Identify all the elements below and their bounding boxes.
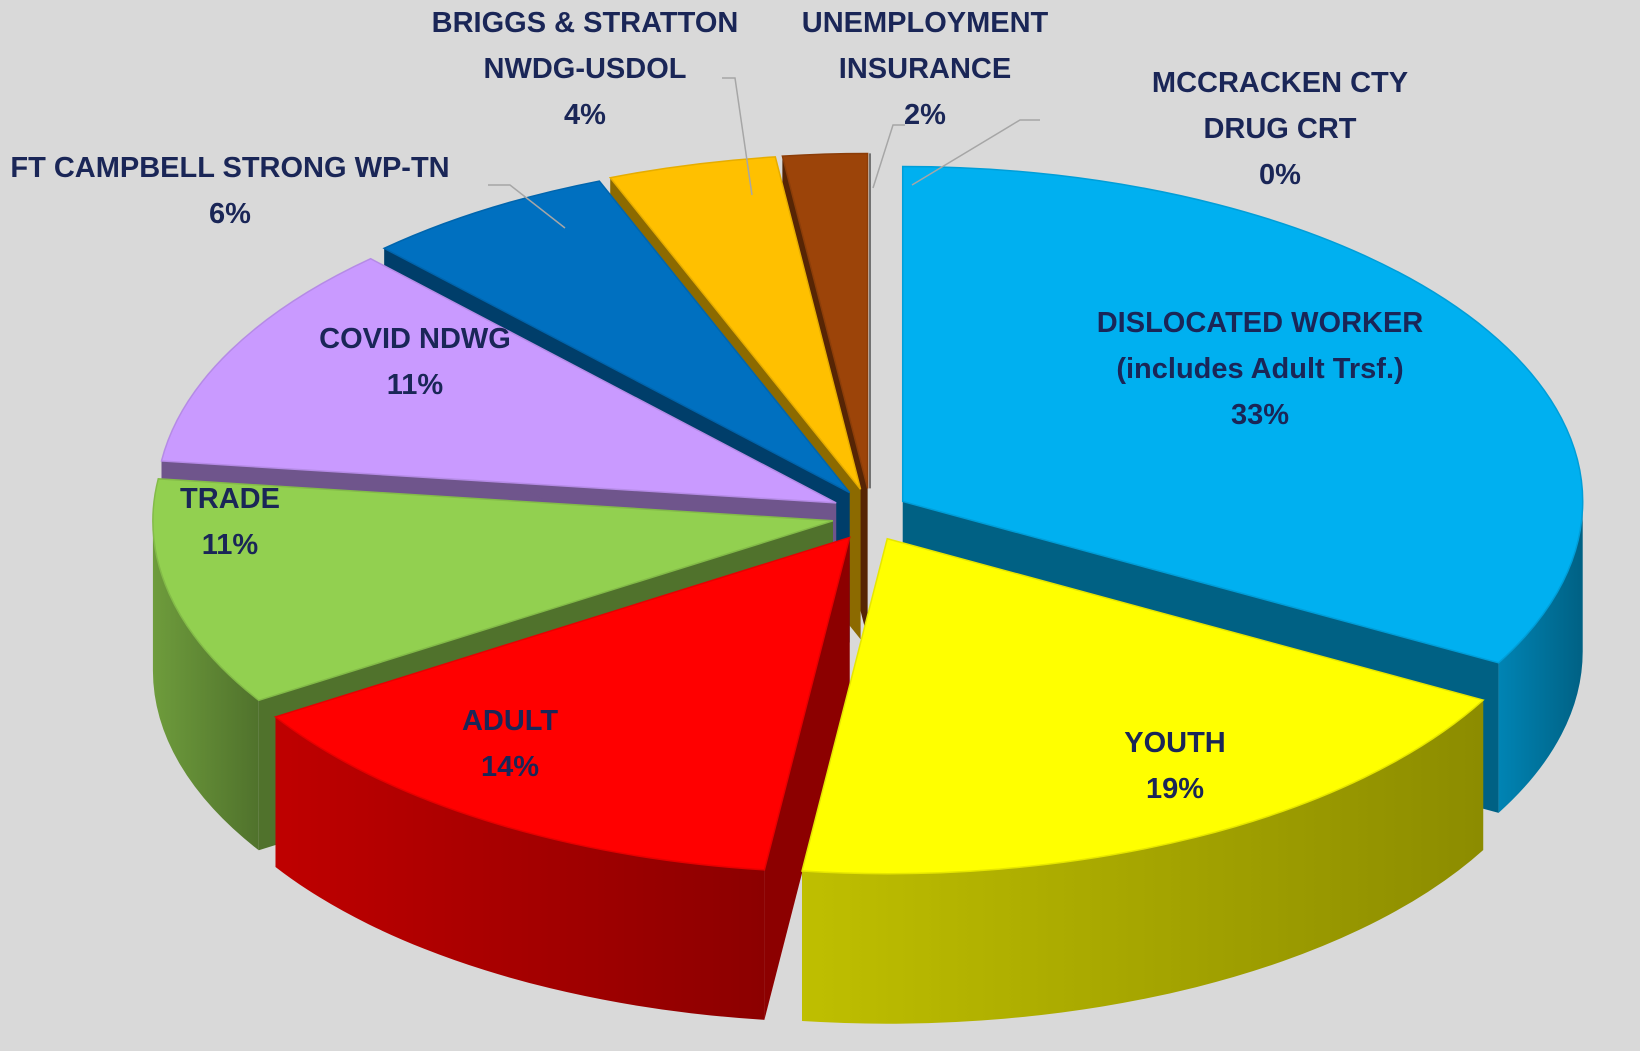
- value-label: 6%: [209, 198, 251, 230]
- slice: [801, 537, 1485, 875]
- category-label: COVID NDWG: [319, 323, 511, 355]
- data-label: YOUTH 19%: [1080, 720, 1270, 812]
- leader-line: [911, 119, 1040, 186]
- value-label: 11%: [386, 369, 444, 401]
- category-label: UNEMPLOYMENT INSURANCE: [801, 7, 1049, 85]
- data-label: BRIGGS & STRATTON NWDG-USDOL 4%: [425, 0, 745, 138]
- data-label: ADULT 14%: [410, 698, 610, 790]
- leader-line: [488, 184, 566, 229]
- slice: [901, 165, 1584, 664]
- value-label: 0%: [1259, 159, 1301, 191]
- category-label: ADULT: [461, 705, 559, 737]
- value-label: 2%: [904, 99, 946, 131]
- slice-rim: [152, 520, 259, 851]
- data-label: UNEMPLOYMENT INSURANCE 2%: [790, 0, 1060, 138]
- slice: [608, 156, 862, 490]
- slice: [160, 257, 837, 504]
- data-label: TRADE 11%: [130, 476, 330, 568]
- category-label: YOUTH: [1124, 727, 1226, 759]
- data-label: DISLOCATED WORKER (includes Adult Trsf.)…: [1080, 300, 1440, 438]
- slice: [273, 536, 851, 871]
- slice-rim: [1498, 501, 1583, 813]
- slice: [781, 152, 869, 489]
- category-label: BRIGGS & STRATTON NWDG-USDOL: [431, 7, 739, 85]
- slice-rim: [275, 716, 765, 1020]
- category-label: TRADE: [180, 483, 280, 515]
- slices: [152, 152, 1584, 1024]
- value-label: 4%: [564, 99, 606, 131]
- slice-rim: [802, 700, 1484, 1024]
- value-label: 14%: [480, 751, 540, 783]
- value-label: 33%: [1230, 399, 1290, 431]
- data-label: COVID NDWG 11%: [290, 316, 540, 408]
- slice: [382, 180, 851, 494]
- leader-lines: [488, 77, 1040, 229]
- leader-line: [872, 124, 905, 189]
- value-label: 11%: [201, 529, 259, 561]
- value-label: 19%: [1145, 773, 1205, 805]
- category-label: DISLOCATED WORKER (includes Adult Trsf.): [1096, 307, 1424, 385]
- category-label: FT CAMPBELL STRONG WP-TN: [10, 152, 450, 184]
- data-label: MCCRACKEN CTY DRUG CRT 0%: [1110, 60, 1450, 198]
- leader-line: [722, 77, 753, 196]
- slice: [152, 478, 834, 702]
- data-label: FT CAMPBELL STRONG WP-TN 6%: [10, 145, 450, 237]
- category-label: MCCRACKEN CTY DRUG CRT: [1151, 67, 1409, 145]
